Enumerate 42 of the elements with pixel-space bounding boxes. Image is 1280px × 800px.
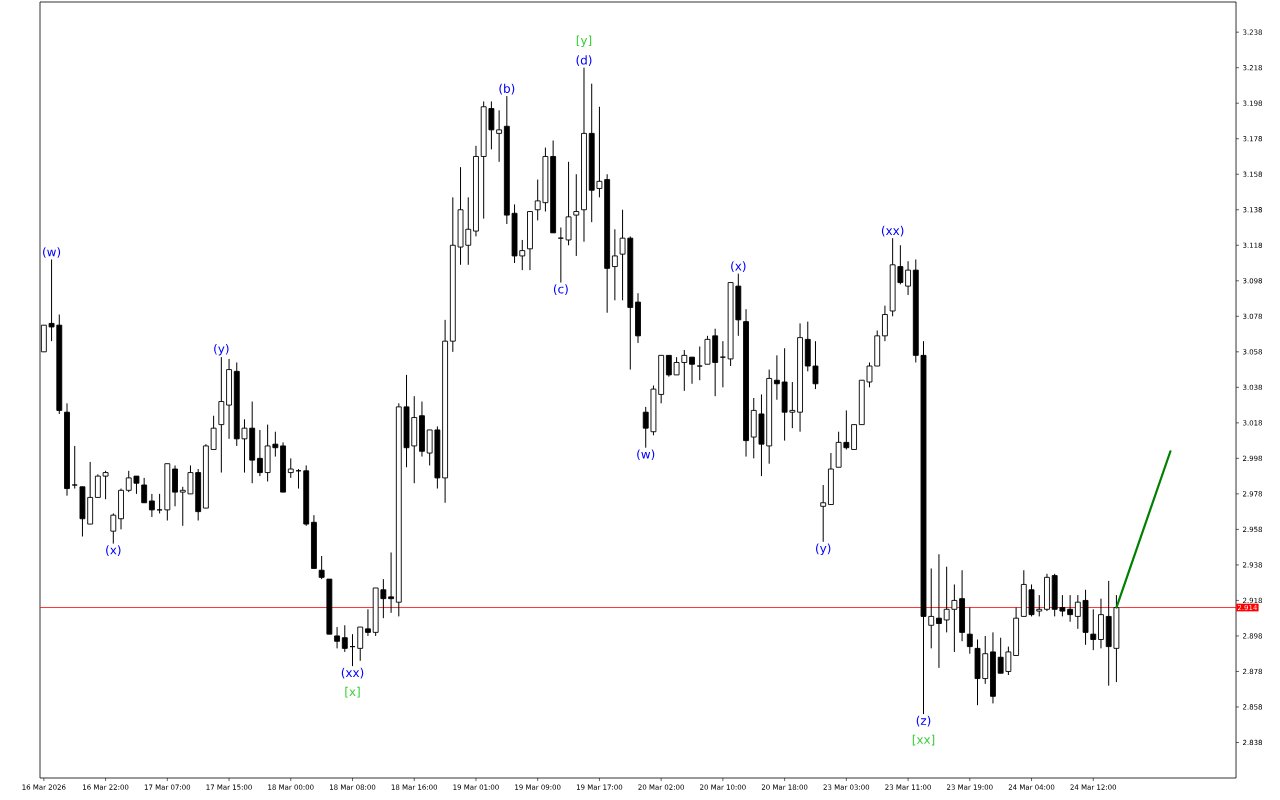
annotation: (xx) xyxy=(881,225,904,237)
candlestick xyxy=(334,626,340,649)
annotation: (c) xyxy=(553,284,568,295)
candlestick xyxy=(71,445,78,490)
candlestick xyxy=(573,173,580,257)
candlestick xyxy=(1090,608,1097,651)
candlestick xyxy=(156,493,163,514)
candlestick xyxy=(719,340,726,388)
candlestick xyxy=(611,228,618,301)
candlestick xyxy=(905,260,911,296)
candlestick xyxy=(287,457,294,479)
annotation: [xx] xyxy=(912,734,935,746)
candlestick xyxy=(110,512,117,545)
annotation: (w) xyxy=(43,247,61,258)
candlestick xyxy=(936,553,942,669)
candlestick xyxy=(696,345,703,381)
candlestick xyxy=(565,161,572,246)
annotation: (x) xyxy=(106,545,121,556)
candlestick xyxy=(318,555,325,580)
annotation: (y) xyxy=(214,343,229,356)
candlestick xyxy=(689,356,695,385)
candlestick xyxy=(820,484,827,543)
candlestick xyxy=(256,429,263,477)
annotation: [y] xyxy=(576,35,592,47)
candlestick xyxy=(388,551,395,614)
candlestick xyxy=(357,626,364,662)
candlestick xyxy=(141,477,148,504)
annotation: (w) xyxy=(637,449,655,461)
candlestick xyxy=(341,624,348,653)
candlestick xyxy=(172,464,178,507)
annotation: (z) xyxy=(916,715,931,727)
candlestick xyxy=(966,607,973,655)
candlestick xyxy=(148,493,155,518)
annotation: [x] xyxy=(345,686,360,698)
annotation: (b) xyxy=(499,83,515,95)
annotation: (x) xyxy=(731,261,746,272)
annotation: (xx) xyxy=(341,667,364,679)
candlestick xyxy=(218,356,225,474)
annotation: (d) xyxy=(576,55,592,66)
candlestick xyxy=(882,305,888,342)
candlestick xyxy=(365,608,371,637)
annotation: (y) xyxy=(816,543,831,556)
